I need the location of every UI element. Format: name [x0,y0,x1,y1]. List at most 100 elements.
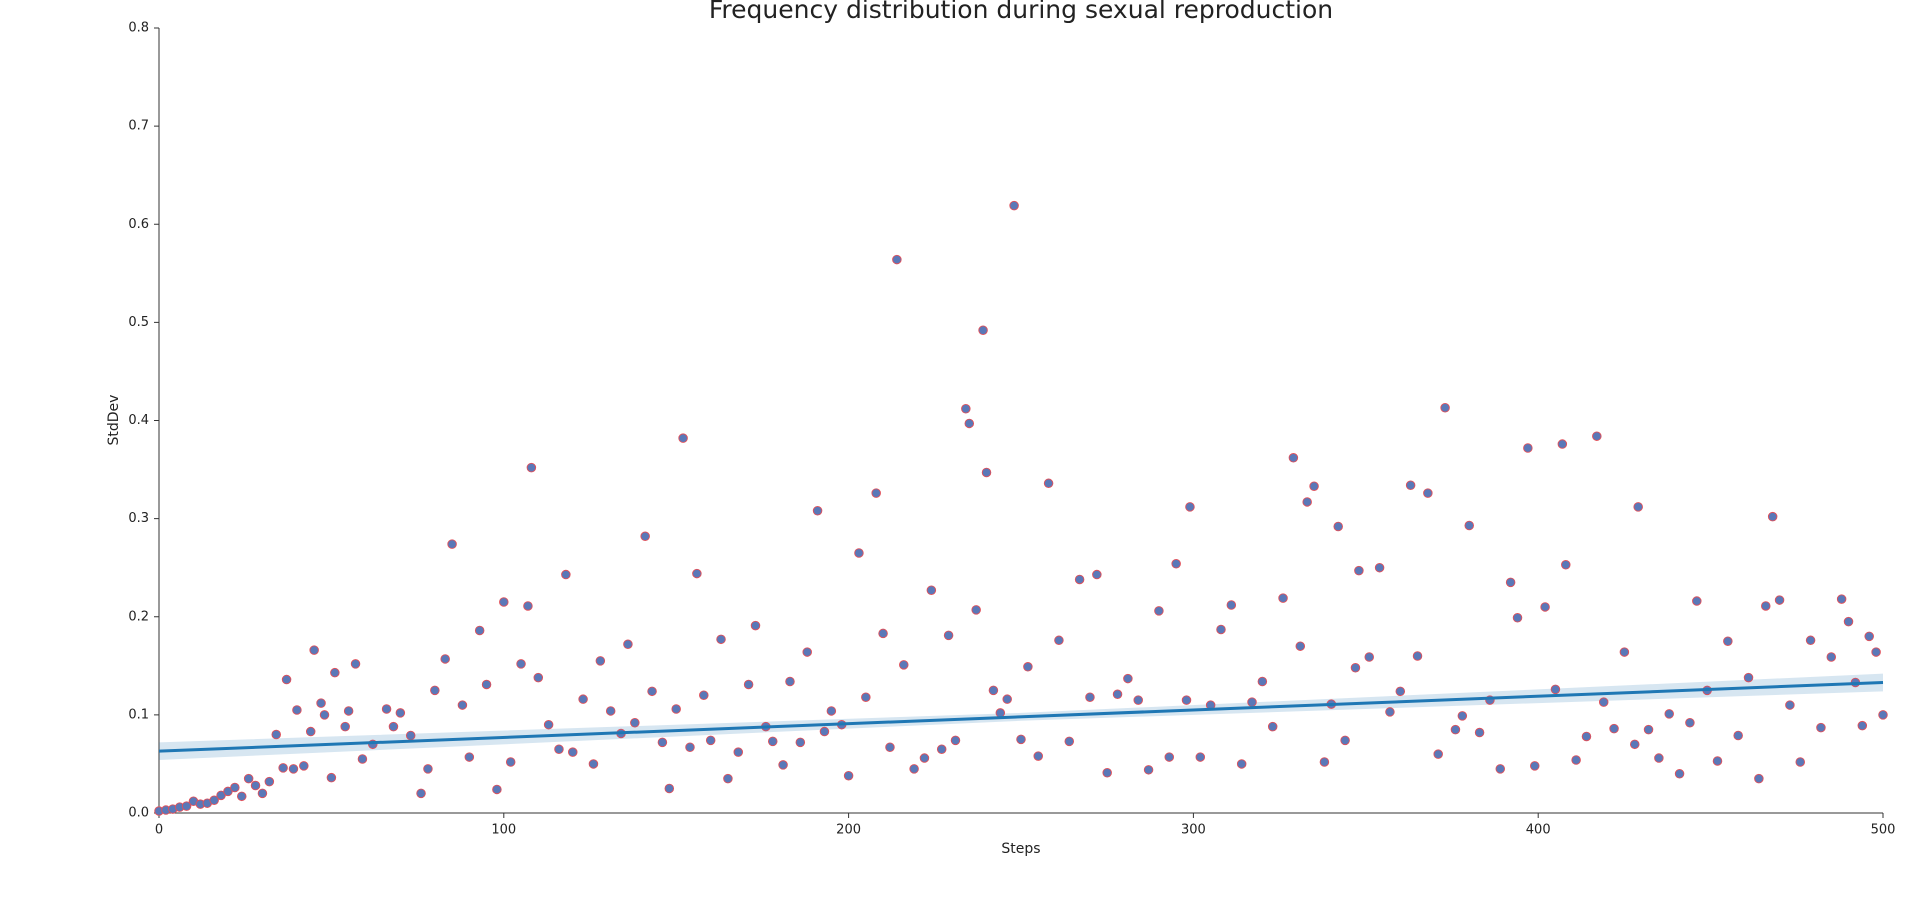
scatter-point [1333,521,1343,532]
scatter-point [899,660,909,670]
y-tick-label: 0.0 [128,806,149,821]
scatter-point [1633,502,1643,512]
scatter-point [423,764,433,774]
scatter-point [1102,768,1112,778]
scatter-point [299,761,309,771]
scatter-point [319,710,330,720]
scatter-point [743,679,754,690]
scatter-point [1692,596,1702,606]
scatter-point [988,685,999,696]
scatter-point [1257,676,1268,687]
scatter-point [1712,756,1723,766]
scatter-point [1857,720,1868,731]
scatter-point [1629,739,1640,750]
scatter-point [678,433,688,443]
scatter-point [388,721,399,732]
scatter-point [716,634,726,645]
scatter-point [1843,616,1854,627]
scatter-point [981,467,992,478]
scatter-point [778,760,788,770]
scatter-point [1685,717,1695,728]
scatter-point [533,672,544,683]
scatter-point [1505,577,1516,588]
scatter-point [1643,724,1654,735]
scatter-point [926,585,937,596]
scatter-point [1340,735,1350,746]
scatter-point [1550,684,1561,695]
scatter-point [819,726,830,737]
scatter-point [1674,769,1685,779]
scatter-point [1092,569,1102,580]
scatter-point [340,721,350,732]
scatter-point [230,782,240,793]
scatter-point [1002,694,1012,704]
scatter-point [526,462,537,473]
scatter-point [543,719,554,730]
scatter-point [554,744,564,754]
scatter-point [1405,480,1416,491]
scatter-point [699,690,709,701]
scatter-point [1123,673,1133,684]
scatter-point [1164,752,1175,762]
scatter-point [1043,478,1054,489]
x-tick-label: 500 [1871,823,1896,838]
scatter-point [381,704,392,714]
scatter-point [1816,722,1826,733]
x-tick-label: 200 [836,823,861,838]
scatter-point [1743,672,1754,683]
x-axis-label: Steps [1001,841,1040,857]
scatter-point [826,706,837,716]
scatter-point [1836,594,1847,604]
scatter-point [264,776,275,787]
scatter-point [671,704,681,714]
scatter-point [499,597,509,607]
scatter-point [1871,647,1881,657]
scatter-point [795,737,806,748]
scatter-point [1412,651,1423,661]
scatter-point [1805,635,1816,646]
scatter-point [281,674,292,685]
scatter-point [1064,736,1075,747]
scatter-point [978,325,988,335]
scatter-point [936,744,947,754]
scatter-point [843,770,854,781]
scatter-point [350,659,361,669]
scatter-point [871,488,881,498]
scatter-point [474,625,485,636]
scatter-point [1374,562,1385,573]
scatter-point [1385,707,1395,717]
scatter-point [950,735,961,746]
scatter-point [1609,723,1619,734]
scatter-point [357,754,368,764]
scatter-point [692,568,702,579]
scatter-point [457,700,468,710]
y-tick-label: 0.7 [128,119,149,134]
scatter-point [1423,488,1433,498]
scatter-point [588,759,599,769]
scatter-point [1309,481,1319,491]
scatter-point [209,795,219,805]
scatter-point [705,735,716,746]
scatter-point [343,706,354,716]
scatter-point [630,717,640,728]
scatter-point [1561,559,1571,570]
scatter-point [568,747,578,757]
scatter-point [995,708,1006,718]
scatter-point [1723,636,1733,647]
scatter-point [1864,631,1874,642]
scatter-point [316,698,326,708]
scatter-point [1761,601,1771,611]
scatter-point [1302,497,1312,507]
scatter-point [330,667,340,678]
y-tick-label: 0.5 [128,315,149,330]
scatter-point [278,763,288,773]
scatter-point [767,736,778,747]
scatter-point [909,764,919,774]
scatter-point [395,708,406,718]
scatter-point [447,539,457,549]
scatter-point [1143,765,1154,775]
scatter-point [1433,749,1443,759]
scatter-point [892,254,902,265]
scatter-point [516,659,526,669]
scatter-point [1598,697,1609,707]
